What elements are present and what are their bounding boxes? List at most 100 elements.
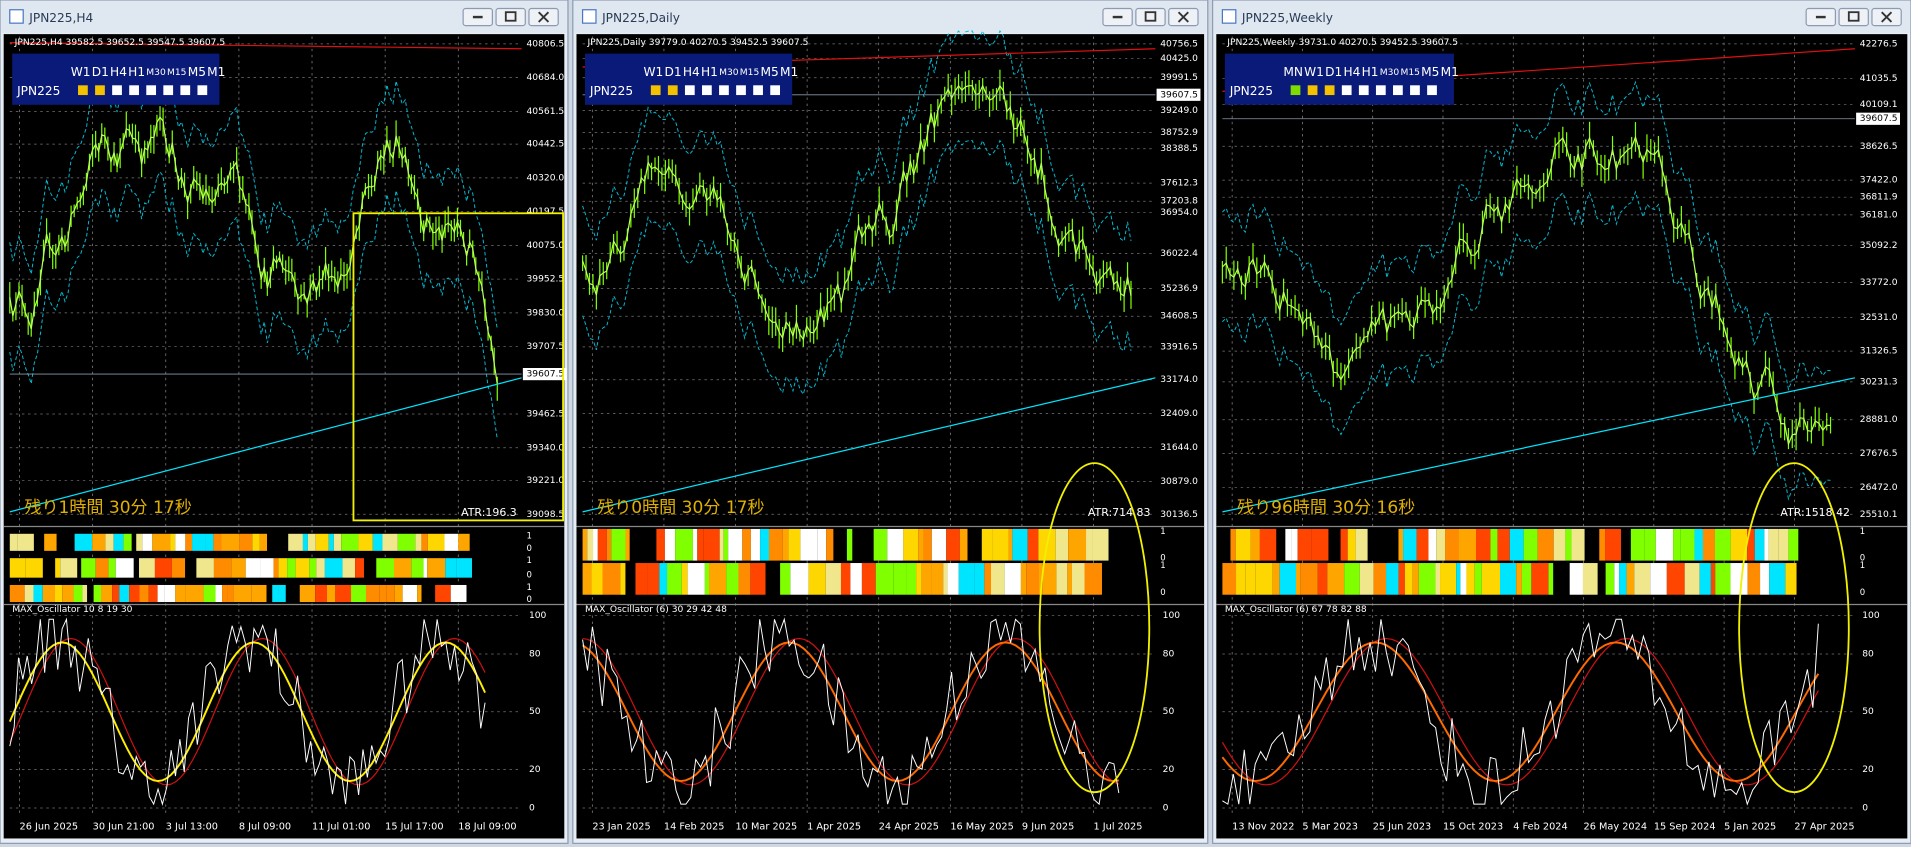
strip-cell [309,558,317,578]
strip-cell [233,584,252,603]
strip-cell [394,584,403,603]
strip-cell [1317,563,1328,595]
timeframe-box [95,85,105,96]
strip-cell [800,528,818,561]
strip-cell [1614,563,1620,595]
timeframe-box [684,85,695,96]
strip-cell [1398,563,1405,595]
icon [1881,11,1893,23]
timeframe-label: M1 [207,64,225,78]
strip-cell [647,563,660,595]
timeframe-label: M30 [719,67,739,77]
price-label: 40806.5 [527,39,565,49]
date-label: 16 May 2025 [950,821,1013,832]
timeframe-label: M15 [167,67,187,77]
band-upper [582,29,1132,286]
strip-cell [958,563,975,595]
timeframe-box [78,85,88,96]
strip-cell [606,528,612,561]
band-lower [582,139,1132,396]
strip-tick: 1 [1160,527,1165,537]
strip-cell [780,563,791,595]
strip-cell [1296,563,1301,595]
strip-cell [817,528,827,561]
band-lower [1222,190,1831,501]
strip-cell [943,563,948,595]
date-label: 25 Jun 2023 [1373,821,1432,832]
strip-cell [154,558,172,578]
strip-cell [687,563,705,595]
strip-cell [1460,563,1467,595]
strip-cell [921,563,932,595]
strip-cell [1475,528,1491,561]
date-label: 15 Jul 17:00 [385,821,443,832]
strip-cell [1436,528,1446,561]
countdown: 残り96時間 30分 16秒 [1237,498,1415,518]
strip-cell [1619,563,1627,595]
strip-cell [946,528,960,561]
strip-cell [252,533,260,551]
strip-cell [1673,528,1681,561]
strip-cell [157,584,165,603]
strip-cell [221,533,240,551]
strip-cell [435,584,451,603]
strip-cell [1531,563,1549,595]
chart-header: JPN225,H4 39582.5 39652.5 39547.5 39607.… [14,38,226,48]
strip-cell [1521,563,1532,595]
strip-cell [56,533,75,551]
timeframe-label: H1 [701,64,718,78]
price-line [1221,135,1831,447]
maximize-button[interactable] [495,7,526,27]
date-label: 23 Jan 2025 [592,821,650,832]
date-label: 9 Jun 2025 [1022,821,1074,832]
strip-cell [587,528,594,561]
strip-cell [1769,563,1786,595]
osc-tick-label: 20 [529,765,541,775]
strip-cell [17,533,34,551]
strip-cell [947,563,959,595]
strip-cell [667,563,682,595]
strip-cell [77,558,82,578]
date-label: 26 Jun 2025 [20,821,79,832]
strip-cell [1297,528,1312,561]
window-icon [9,9,24,24]
strip-cell [54,584,63,603]
strip-cell [245,558,261,578]
strip-cell [427,533,445,551]
osc-tick-label: 80 [1862,649,1874,659]
strip-cell [1300,563,1318,595]
strip-cell [1272,563,1280,595]
osc-tick-label: 100 [529,611,547,621]
price-label: 39249.0 [1160,106,1198,116]
osc-tick-label: 20 [1163,765,1175,775]
price-label: 33772.0 [1860,278,1898,288]
timeframe-row: W1D1H4H1M30M15M5M1 [71,64,226,78]
strip-cell [1418,563,1436,595]
atr-label: ATR:196.3 [461,506,517,519]
strip-cell [87,584,94,603]
strip-cell [742,528,751,561]
strip-cell [1785,563,1797,595]
strip-cell [620,563,626,595]
strip-tick: 1 [527,556,532,566]
price-label: 37422.0 [1860,176,1898,186]
strip-cell [1497,528,1510,561]
price-label: 32409.0 [1160,409,1198,419]
price-label: 40320.0 [527,173,565,183]
strip-cell [1553,528,1566,561]
strip-cell [728,528,743,561]
price-label: 40425.0 [1160,54,1198,64]
price-label: 30136.5 [1160,510,1198,520]
strip-cell [1553,563,1570,595]
timeframe-box [1358,85,1369,96]
strip-cell [196,558,214,578]
strip-cell [1458,528,1476,561]
strip-cell [990,563,1005,595]
maximize-button[interactable] [1838,7,1869,27]
strip-cell [782,528,789,561]
strip-tick: 0 [1160,588,1165,598]
strip-cell [916,563,922,595]
timeframe-row: W1D1H4H1M30M15M5M1 [644,64,799,78]
strip-tick: 0 [1860,554,1865,564]
maximize-button[interactable] [1135,7,1166,27]
